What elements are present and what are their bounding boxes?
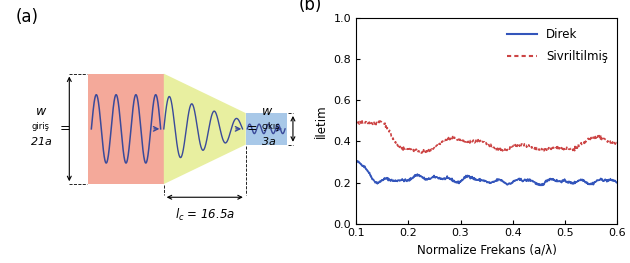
Text: =: = xyxy=(247,122,257,135)
Text: (a): (a) xyxy=(16,8,39,26)
Text: (b): (b) xyxy=(299,0,322,14)
X-axis label: Normalize Frekans (a/λ): Normalize Frekans (a/λ) xyxy=(416,244,557,257)
Text: =: = xyxy=(59,122,70,135)
Text: 3$a$: 3$a$ xyxy=(261,135,277,148)
Bar xyxy=(88,74,164,184)
Bar xyxy=(246,113,287,145)
Text: $l_c$ = 16.5$a$: $l_c$ = 16.5$a$ xyxy=(175,206,235,222)
Text: 21$a$: 21$a$ xyxy=(30,135,52,148)
Legend: Direk, Sivriltilmiş: Direk, Sivriltilmiş xyxy=(503,24,612,67)
Y-axis label: İletim: İletim xyxy=(315,104,328,138)
Text: giriş: giriş xyxy=(32,122,50,131)
Polygon shape xyxy=(164,74,246,184)
Text: $w$: $w$ xyxy=(261,105,273,118)
Text: $w$: $w$ xyxy=(35,105,47,118)
Text: çıkış: çıkış xyxy=(261,122,280,131)
